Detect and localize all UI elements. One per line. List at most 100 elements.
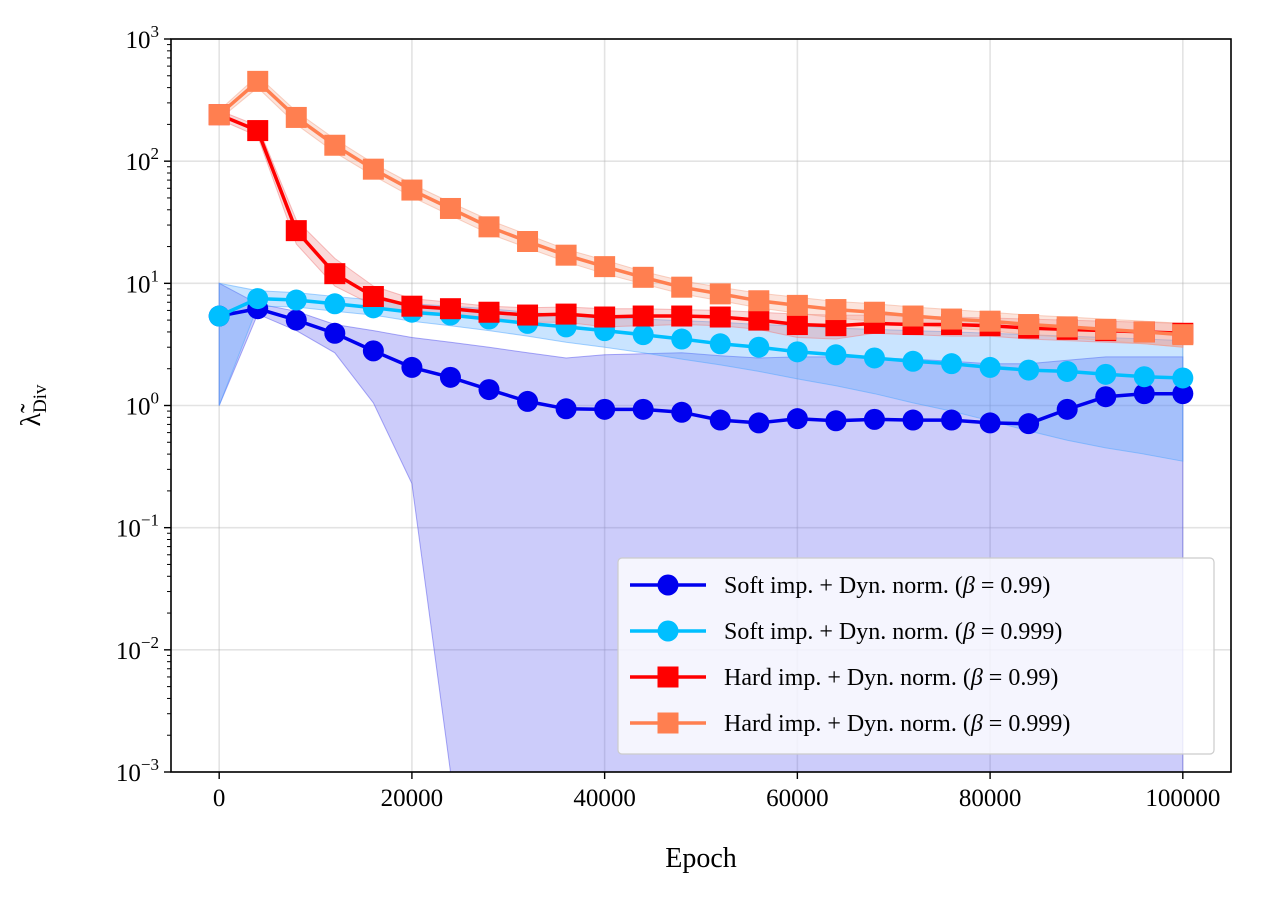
data-point <box>863 301 885 323</box>
data-point <box>941 308 963 330</box>
y-tick-label: 103 <box>126 22 160 54</box>
data-point <box>671 328 693 350</box>
data-point <box>362 340 384 362</box>
legend-label: Hard imp. + Dyn. norm. (β = 0.99) <box>724 665 1058 691</box>
legend-marker <box>657 712 679 734</box>
data-point <box>748 412 770 434</box>
x-tick-label: 100000 <box>1145 785 1220 812</box>
legend-item-2: Soft imp. + Dyn. norm. (β = 0.999) <box>630 619 1062 645</box>
data-point <box>247 120 269 142</box>
data-point <box>401 179 423 201</box>
data-point <box>285 106 307 128</box>
series-1 <box>208 298 1194 435</box>
data-point <box>285 289 307 311</box>
series-2 <box>208 288 1194 389</box>
y-tick-label: 10−2 <box>116 633 159 665</box>
axis-ticks: 0 20000 40000 60000 80000 100000 10−3 10−2 10−1 1… <box>116 22 1220 812</box>
data-point <box>1056 398 1078 420</box>
legend-items: Soft imp. + Dyn. norm. (β = 0.99) Soft im… <box>630 573 1070 737</box>
data-point <box>902 305 924 327</box>
data-point <box>786 408 808 430</box>
data-point <box>517 390 539 412</box>
data-point <box>555 244 577 266</box>
y-tick-label: 101 <box>126 266 160 298</box>
data-point <box>902 409 924 431</box>
data-point <box>555 303 577 325</box>
data-point <box>401 295 423 317</box>
data-point <box>594 306 616 328</box>
y-axis-title-sub: Div <box>30 384 51 413</box>
data-point <box>1018 359 1040 381</box>
data-point <box>324 263 346 285</box>
data-point <box>324 134 346 156</box>
data-point <box>478 216 500 238</box>
data-point <box>1095 386 1117 408</box>
data-point <box>709 409 731 431</box>
data-point <box>825 344 847 366</box>
data-point <box>1056 316 1078 338</box>
data-point <box>709 306 731 328</box>
data-point <box>362 158 384 180</box>
data-point <box>786 341 808 363</box>
data-point <box>285 309 307 331</box>
data-point <box>1133 321 1155 343</box>
data-point <box>247 288 269 310</box>
data-point <box>825 315 847 337</box>
data-point <box>632 305 654 327</box>
x-axis-title: Epoch <box>665 843 737 874</box>
data-point <box>825 410 847 432</box>
x-tick-label: 60000 <box>766 785 829 812</box>
series-4 <box>208 70 1194 346</box>
data-point <box>362 286 384 308</box>
data-point <box>1172 383 1194 405</box>
x-tick-label: 80000 <box>959 785 1022 812</box>
data-point <box>902 350 924 372</box>
data-point <box>632 324 654 346</box>
legend-label: Hard imp. + Dyn. norm. (β = 0.999) <box>724 711 1070 737</box>
data-point <box>439 366 461 388</box>
data-point <box>863 408 885 430</box>
data-point <box>786 294 808 316</box>
data-point <box>324 322 346 344</box>
data-point <box>941 409 963 431</box>
data-point <box>1095 363 1117 385</box>
legend-marker <box>657 666 679 688</box>
data-point <box>517 231 539 253</box>
data-point <box>632 266 654 288</box>
y-tick-label: 10−1 <box>116 511 159 543</box>
data-point <box>671 276 693 298</box>
data-point <box>748 336 770 358</box>
data-point <box>555 398 577 420</box>
data-point <box>478 379 500 401</box>
data-point <box>1018 413 1040 435</box>
data-point <box>208 104 230 126</box>
data-point <box>786 314 808 336</box>
legend-item-1: Soft imp. + Dyn. norm. (β = 0.99) <box>630 573 1050 599</box>
data-point <box>401 356 423 378</box>
data-point <box>941 353 963 375</box>
data-point <box>979 356 1001 378</box>
data-point <box>709 283 731 305</box>
data-point <box>1172 324 1194 346</box>
legend-marker <box>657 620 679 642</box>
data-point <box>285 220 307 242</box>
x-tick-label: 40000 <box>573 785 636 812</box>
data-point <box>979 310 1001 332</box>
data-point <box>439 298 461 320</box>
legend-box <box>617 557 1215 755</box>
legend-marker <box>657 574 679 596</box>
legend-item-3: Hard imp. + Dyn. norm. (β = 0.99) <box>630 665 1058 691</box>
y-tick-label: 10−3 <box>116 755 159 787</box>
data-point <box>863 347 885 369</box>
data-point <box>517 304 539 326</box>
data-point <box>709 333 731 355</box>
data-point <box>825 299 847 321</box>
data-point <box>1056 360 1078 382</box>
data-point <box>671 401 693 423</box>
x-tick-label: 20000 <box>381 785 444 812</box>
legend: Soft imp. + Dyn. norm. (β = 0.99) Soft im… <box>617 557 1215 755</box>
data-point <box>594 398 616 420</box>
data-point <box>1018 314 1040 336</box>
confidence-band-series-4 <box>218 75 1184 348</box>
